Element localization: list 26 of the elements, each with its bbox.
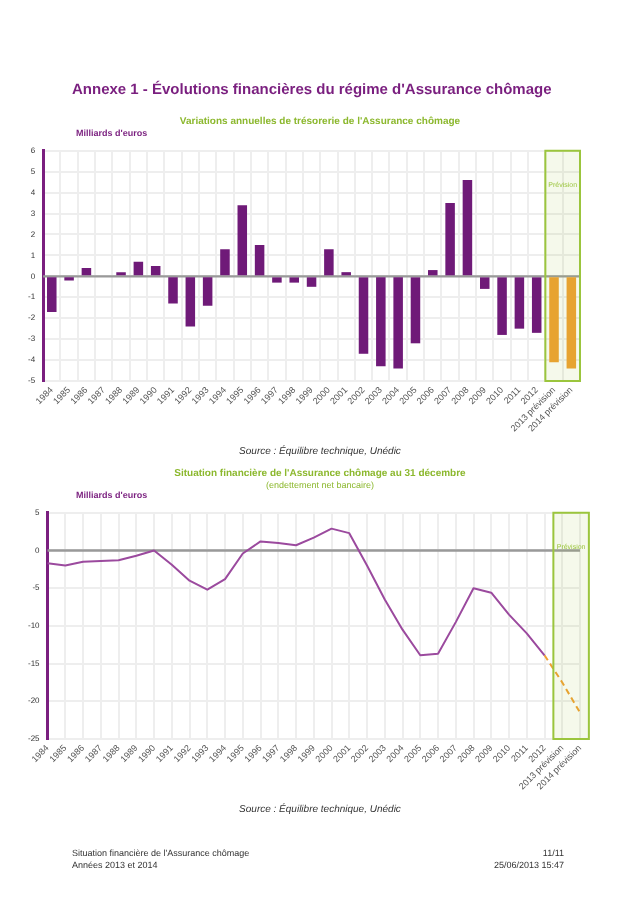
- bar: [393, 277, 403, 369]
- bar: [81, 267, 92, 276]
- bar: [324, 249, 334, 276]
- bar: [410, 277, 421, 344]
- bar: [428, 270, 438, 276]
- bar: [514, 277, 525, 329]
- bar: [306, 277, 317, 287]
- bar: [254, 244, 265, 276]
- bar: [220, 249, 230, 276]
- bar: [272, 277, 282, 283]
- bar: [531, 277, 542, 333]
- bar: [445, 203, 455, 276]
- bar: [566, 277, 577, 369]
- bar: [462, 180, 473, 276]
- bar: [237, 205, 248, 276]
- bar: [289, 277, 299, 283]
- bar: [133, 261, 144, 276]
- bar: [185, 277, 196, 327]
- bar: [358, 277, 369, 354]
- bar: [150, 265, 161, 276]
- bar: [202, 277, 213, 306]
- bar: [168, 277, 178, 304]
- bar: [549, 277, 559, 363]
- bar: [376, 277, 386, 367]
- bar: [479, 277, 490, 289]
- bar: [497, 277, 507, 335]
